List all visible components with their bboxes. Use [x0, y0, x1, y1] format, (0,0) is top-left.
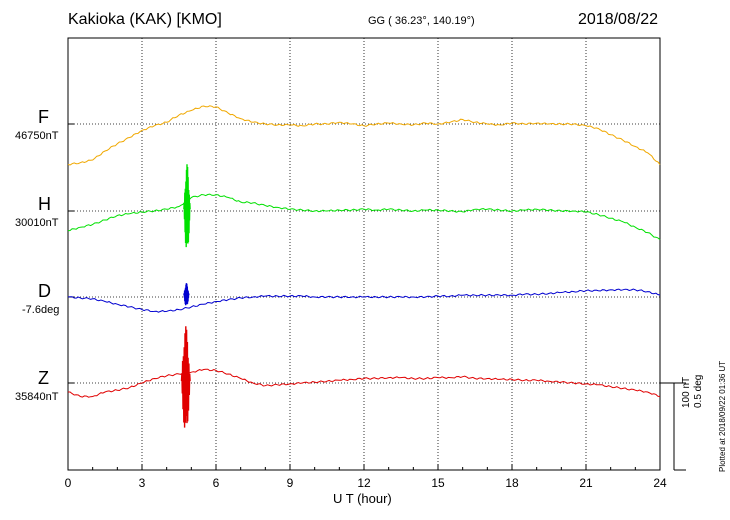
plotted-timestamp: Plotted at 2018/09/22 01:36 UT [718, 360, 727, 472]
x-tick-label: 9 [287, 476, 294, 490]
component-letter-z: Z [38, 368, 49, 388]
component-baseline-f: 46750nT [15, 130, 59, 142]
component-baseline-z: 35840nT [15, 391, 59, 403]
component-baseline-d: -7.6deg [22, 304, 60, 316]
series-burst-h [183, 164, 191, 248]
x-tick-label: 0 [65, 476, 72, 490]
component-letter-f: F [38, 107, 49, 127]
component-baseline-h: 30010nT [15, 217, 59, 229]
x-axis-label: U T (hour) [333, 491, 392, 506]
scale-label-nt: 100 nT [681, 376, 692, 408]
x-tick-label: 24 [653, 476, 667, 490]
series-line-d [67, 288, 661, 313]
series-line-z [68, 368, 661, 398]
series-line-h [67, 193, 661, 241]
component-letter-d: D [38, 281, 51, 301]
series-burst-z [180, 326, 191, 428]
x-tick-label: 18 [505, 476, 519, 490]
series-line-f [67, 105, 661, 166]
x-tick-label: 3 [139, 476, 146, 490]
series-burst-d [183, 283, 190, 306]
x-tick-label: 15 [431, 476, 445, 490]
chart-date: 2018/08/22 [578, 11, 659, 28]
scale-label-deg: 0.5 deg [693, 374, 704, 408]
station-coordinates: GG ( 36.23°, 140.19°) [368, 15, 475, 27]
x-tick-label: 6 [213, 476, 220, 490]
x-tick-label: 12 [357, 476, 371, 490]
x-tick-label: 21 [579, 476, 593, 490]
component-letter-h: H [38, 194, 51, 214]
chart-title: Kakioka (KAK) [KMO] [68, 11, 222, 28]
